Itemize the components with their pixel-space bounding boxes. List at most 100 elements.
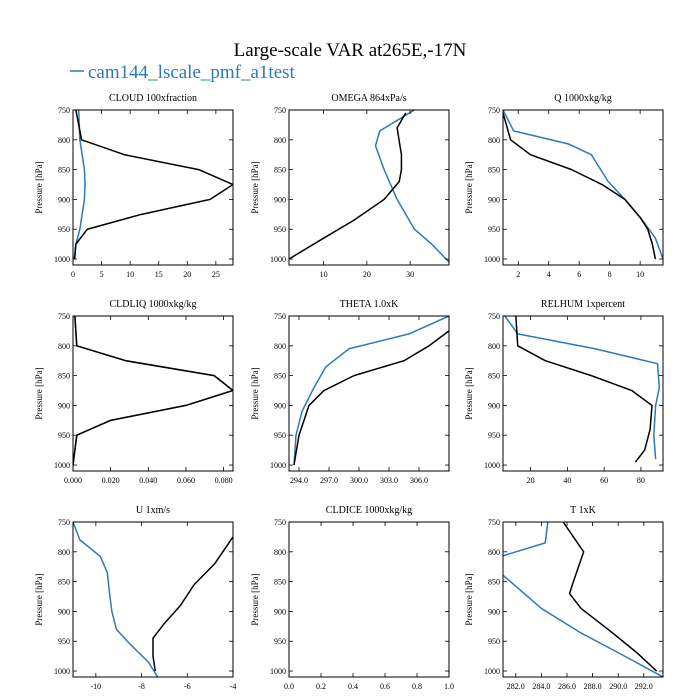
x-tick-label: 10 — [126, 270, 134, 279]
series-line-blue — [73, 522, 159, 677]
y-tick-label: 750 — [58, 106, 70, 115]
y-tick-label: 900 — [58, 401, 70, 410]
y-axis-label: Pressure [hPa] — [34, 367, 44, 419]
chart-panel: U 1xm/s Pressure [hPa] 750 800 850 900 950 1000… — [34, 505, 236, 691]
y-tick-label: 950 — [488, 225, 500, 234]
y-tick-label: 850 — [274, 578, 286, 587]
x-tick-label: 60 — [600, 476, 608, 485]
x-tick-label: 15 — [155, 270, 163, 279]
y-axis-label: Pressure [hPa] — [34, 161, 44, 213]
y-tick-label: 1000 — [484, 461, 500, 470]
y-tick-label: 850 — [58, 166, 70, 175]
y-tick-label: 750 — [58, 312, 70, 321]
series-line-blue — [504, 316, 661, 460]
series-line-blue — [73, 316, 233, 466]
y-tick-label: 900 — [274, 401, 286, 410]
x-tick-label: 20 — [527, 476, 535, 485]
y-tick-label: 900 — [488, 401, 500, 410]
x-tick-label: 10 — [636, 270, 644, 279]
plot-frame — [288, 315, 450, 472]
y-tick-label: 900 — [274, 195, 286, 204]
plot-frame — [502, 315, 664, 472]
chart-title: T 1xK — [570, 505, 596, 516]
chart-title: OMEGA 864xPa/s — [331, 93, 406, 104]
y-tick-label: 1000 — [54, 255, 70, 264]
y-tick-label: 950 — [58, 431, 70, 440]
y-tick-label: 800 — [488, 548, 500, 557]
y-axis-label: Pressure [hPa] — [464, 367, 474, 419]
plot-frame — [72, 315, 234, 472]
y-tick-label: 800 — [274, 548, 286, 557]
x-tick-label: 0.2 — [316, 682, 326, 691]
x-tick-label: -8 — [138, 682, 145, 691]
x-tick-label: 80 — [637, 476, 645, 485]
y-tick-label: 750 — [488, 106, 500, 115]
plot-frame — [72, 521, 234, 678]
x-tick-label: 282.0 — [507, 682, 525, 691]
y-tick-label: 950 — [274, 431, 286, 440]
x-tick-label: 2 — [516, 270, 520, 279]
y-tick-label: 1000 — [484, 667, 500, 676]
chart-panel: CLOUD 100xfraction Pressure [hPa] 750 800 85… — [34, 93, 234, 279]
figure-title: Large-scale VAR at265E,-17N — [234, 40, 467, 61]
y-tick-label: 950 — [58, 225, 70, 234]
chart-panel: T 1xK Pressure [hPa] 750 800 850 900 950 1000 28… — [464, 505, 664, 691]
plot-frame — [288, 109, 450, 266]
x-tick-label: 290.0 — [609, 682, 627, 691]
y-tick-label: 800 — [58, 342, 70, 351]
x-tick-label: 0.080 — [215, 476, 233, 485]
x-tick-label: 4 — [547, 270, 551, 279]
chart-title: THETA 1.0xK — [340, 299, 399, 310]
y-tick-label: 1000 — [54, 667, 70, 676]
y-tick-label: 850 — [274, 372, 286, 381]
y-tick-label: 800 — [488, 342, 500, 351]
series-line-blue — [293, 316, 449, 466]
x-tick-label: 0.0 — [284, 682, 294, 691]
x-tick-label: 292.0 — [635, 682, 653, 691]
series-line-black — [73, 110, 233, 260]
y-tick-label: 800 — [488, 136, 500, 145]
x-tick-label: 284.0 — [532, 682, 550, 691]
x-tick-label: 10 — [320, 270, 328, 279]
series-line-black — [73, 316, 233, 466]
x-tick-label: 20 — [363, 270, 371, 279]
x-tick-label: 286.0 — [558, 682, 576, 691]
y-tick-label: 900 — [58, 195, 70, 204]
x-tick-label: -4 — [230, 682, 237, 691]
x-tick-label: 297.0 — [320, 476, 338, 485]
chart-panel: CLDLIQ 1000xkg/kg Pressure [hPa] 750 800 850… — [34, 299, 234, 485]
y-tick-label: 850 — [274, 166, 286, 175]
x-tick-label: 306.0 — [410, 476, 428, 485]
series-line-blue — [503, 110, 663, 260]
x-tick-label: 8 — [608, 270, 612, 279]
chart-title: CLOUD 100xfraction — [109, 93, 197, 104]
y-tick-label: 950 — [58, 637, 70, 646]
y-tick-label: 950 — [274, 637, 286, 646]
x-tick-label: 303.0 — [380, 476, 398, 485]
y-tick-label: 1000 — [270, 255, 286, 264]
x-tick-label: 40 — [563, 476, 571, 485]
legend-label: cam144_lscale_pmf_a1test — [88, 62, 296, 83]
chart-panel: THETA 1.0xK Pressure [hPa] 750 800 850 900 950… — [250, 299, 450, 485]
series-line-black — [289, 112, 407, 260]
x-tick-label: 5 — [100, 270, 104, 279]
x-tick-label: 300.0 — [350, 476, 368, 485]
chart-title: CLDLIQ 1000xkg/kg — [110, 299, 197, 310]
y-tick-label: 900 — [488, 607, 500, 616]
chart-title: CLDICE 1000xkg/kg — [326, 505, 412, 516]
chart-panel: CLDICE 1000xkg/kg Pressure [hPa] 750 800 850… — [250, 505, 454, 691]
y-tick-label: 850 — [58, 372, 70, 381]
x-tick-label: 30 — [406, 270, 414, 279]
x-tick-label: 0.020 — [102, 476, 120, 485]
y-tick-label: 750 — [274, 312, 286, 321]
y-tick-label: 800 — [274, 136, 286, 145]
y-tick-label: 900 — [274, 607, 286, 616]
x-tick-label: 1.0 — [444, 682, 454, 691]
x-tick-label: 20 — [183, 270, 191, 279]
chart-panel: RELHUM 1xpercent Pressure [hPa] 750 800 850 9… — [464, 299, 664, 485]
y-tick-label: 950 — [274, 225, 286, 234]
series-line-black — [152, 536, 233, 672]
y-axis-label: Pressure [hPa] — [250, 367, 260, 419]
x-tick-label: 0.040 — [139, 476, 157, 485]
plot-frame — [288, 521, 450, 678]
